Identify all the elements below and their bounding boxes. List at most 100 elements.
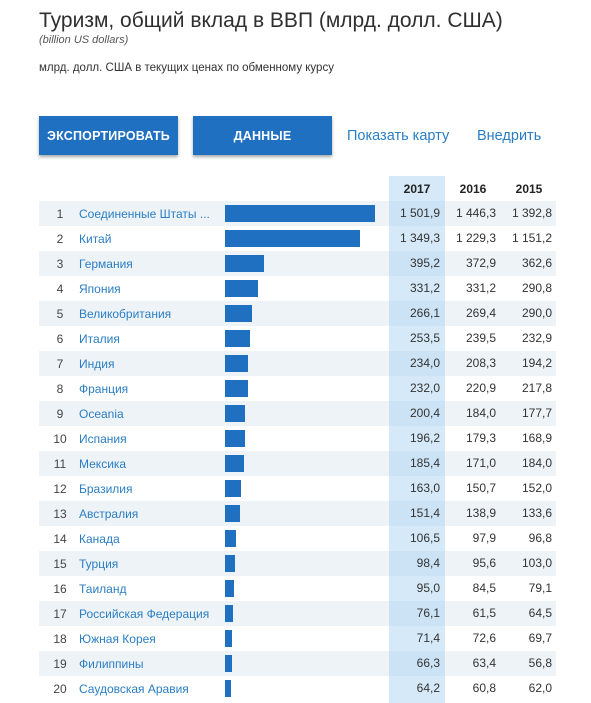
rank-cell: 9	[56, 407, 64, 421]
rank-cell: 4	[56, 282, 64, 296]
value-2015-cell: 184,0	[521, 456, 552, 470]
country-link[interactable]: Канада	[79, 532, 120, 546]
table-row[interactable]: 17 Российская Федерация 76,1 61,5 64,5	[39, 601, 556, 626]
country-link[interactable]: Соединенные Штаты ...	[79, 207, 210, 221]
value-2017-cell: 200,4	[389, 401, 445, 426]
bar-track	[225, 505, 385, 522]
column-header-2015[interactable]: 2015	[515, 182, 543, 196]
value-bar	[225, 605, 233, 622]
table-row[interactable]: 2 Китай 1 349,3 1 229,3 1 151,2	[39, 226, 556, 251]
bar-track	[225, 330, 385, 347]
value-2015-cell: 69,7	[528, 631, 552, 645]
table-row[interactable]: 10 Испания 196,2 179,3 168,9	[39, 426, 556, 451]
value-2015-cell: 64,5	[528, 606, 552, 620]
country-link[interactable]: Япония	[79, 282, 121, 296]
value-2016-cell: 61,5	[472, 606, 496, 620]
data-button[interactable]: ДАННЫЕ	[193, 116, 332, 155]
show-map-link[interactable]: Показать карту	[347, 128, 450, 144]
country-link[interactable]: Российская Федерация	[79, 607, 210, 621]
value-2016-cell: 179,3	[465, 431, 496, 445]
table-row[interactable]: 19 Филиппины 66,3 63,4 56,8	[39, 651, 556, 676]
value-2016-cell: 208,3	[465, 356, 496, 370]
table-row[interactable]: 16 Таиланд 95,0 84,5 79,1	[39, 576, 556, 601]
value-2015-cell: 79,1	[528, 581, 552, 595]
table-row[interactable]: 18 Южная Корея 71,4 72,6 69,7	[39, 626, 556, 651]
rank-cell: 7	[56, 357, 64, 371]
bar-track	[225, 605, 385, 622]
country-link[interactable]: Бразилия	[79, 482, 133, 496]
bar-track	[225, 255, 385, 272]
country-link[interactable]: Саудовская Аравия	[79, 682, 189, 696]
country-link[interactable]: Мексика	[79, 457, 127, 471]
table-row[interactable]: 7 Индия 234,0 208,3 194,2	[39, 351, 556, 376]
country-link[interactable]: Южная Корея	[79, 632, 156, 646]
page-description: млрд. долл. США в текущих ценах по обмен…	[39, 62, 334, 74]
table-row[interactable]: 5 Великобритания 266,1 269,4 290,0	[39, 301, 556, 326]
rank-cell: 13	[53, 507, 67, 521]
value-2017-cell: 95,0	[389, 576, 445, 601]
country-link[interactable]: Oceania	[79, 407, 124, 421]
value-bar	[225, 680, 231, 697]
table-row[interactable]: 11 Мексика 185,4 171,0 184,0	[39, 451, 556, 476]
value-2016-cell: 63,4	[472, 656, 496, 670]
table-row[interactable]: 14 Канада 106,5 97,9 96,8	[39, 526, 556, 551]
value-2015-cell: 1 392,8	[511, 206, 552, 220]
rank-cell: 12	[53, 482, 67, 496]
table-row[interactable]: 9 Oceania 200,4 184,0 177,7	[39, 401, 556, 426]
table-row[interactable]: 1 Соединенные Штаты ... 1 501,9 1 446,3 1 39…	[39, 201, 556, 226]
country-link[interactable]: Германия	[79, 257, 133, 271]
value-bar	[225, 380, 248, 397]
value-2015-cell: 56,8	[528, 656, 552, 670]
value-2016-cell: 220,9	[465, 381, 496, 395]
value-2015-cell: 177,7	[521, 406, 552, 420]
value-2017-cell: 234,0	[389, 351, 445, 376]
value-2017-cell: 196,2	[389, 426, 445, 451]
table-row[interactable]: 4 Япония 331,2 331,2 290,8	[39, 276, 556, 301]
value-2015-cell: 217,8	[521, 381, 552, 395]
value-2017-cell: 1 349,3	[389, 226, 445, 251]
table-row[interactable]: 3 Германия 395,2 372,9 362,6	[39, 251, 556, 276]
value-2016-cell: 97,9	[472, 531, 496, 545]
country-link[interactable]: Австралия	[79, 507, 139, 521]
bar-track	[225, 405, 385, 422]
country-link[interactable]: Филиппины	[79, 657, 144, 671]
export-button[interactable]: ЭКСПОРТИРОВАТЬ	[39, 116, 178, 155]
value-bar	[225, 455, 244, 472]
country-link[interactable]: Индия	[79, 357, 115, 371]
country-link[interactable]: Испания	[79, 432, 127, 446]
value-2016-cell: 171,0	[465, 456, 496, 470]
country-link[interactable]: Китай	[79, 232, 112, 246]
value-2016-cell: 372,9	[465, 256, 496, 270]
bar-track	[225, 680, 385, 697]
value-bar	[225, 430, 245, 447]
rank-cell: 20	[53, 682, 67, 696]
table-row[interactable]: 12 Бразилия 163,0 150,7 152,0	[39, 476, 556, 501]
column-header-2017[interactable]: 2017	[403, 182, 431, 196]
value-2017-cell: 185,4	[389, 451, 445, 476]
rank-cell: 8	[56, 382, 64, 396]
rank-cell: 14	[53, 532, 67, 546]
value-2015-cell: 194,2	[521, 356, 552, 370]
country-link[interactable]: Франция	[79, 382, 129, 396]
table-row[interactable]: 15 Турция 98,4 95,6 103,0	[39, 551, 556, 576]
country-link[interactable]: Турция	[79, 557, 119, 571]
value-2016-cell: 1 229,3	[455, 231, 496, 245]
table-row[interactable]: 20 Саудовская Аравия 64,2 60,8 62,0	[39, 676, 556, 701]
column-header-2016[interactable]: 2016	[459, 182, 487, 196]
value-bar	[225, 480, 241, 497]
value-2017-cell: 106,5	[389, 526, 445, 551]
bar-track	[225, 580, 385, 597]
bar-track	[225, 530, 385, 547]
value-2016-cell: 138,9	[465, 506, 496, 520]
value-2015-cell: 62,0	[528, 681, 552, 695]
country-link[interactable]: Таиланд	[79, 582, 127, 596]
table-row[interactable]: 6 Италия 253,5 239,5 232,9	[39, 326, 556, 351]
country-link[interactable]: Италия	[79, 332, 120, 346]
embed-link[interactable]: Внедрить	[477, 128, 542, 144]
table-row[interactable]: 8 Франция 232,0 220,9 217,8	[39, 376, 556, 401]
country-link[interactable]: Великобритания	[79, 307, 172, 321]
bar-track	[225, 630, 385, 647]
table-row[interactable]: 13 Австралия 151,4 138,9 133,6	[39, 501, 556, 526]
value-bar	[225, 505, 240, 522]
value-2017-cell: 266,1	[389, 301, 445, 326]
